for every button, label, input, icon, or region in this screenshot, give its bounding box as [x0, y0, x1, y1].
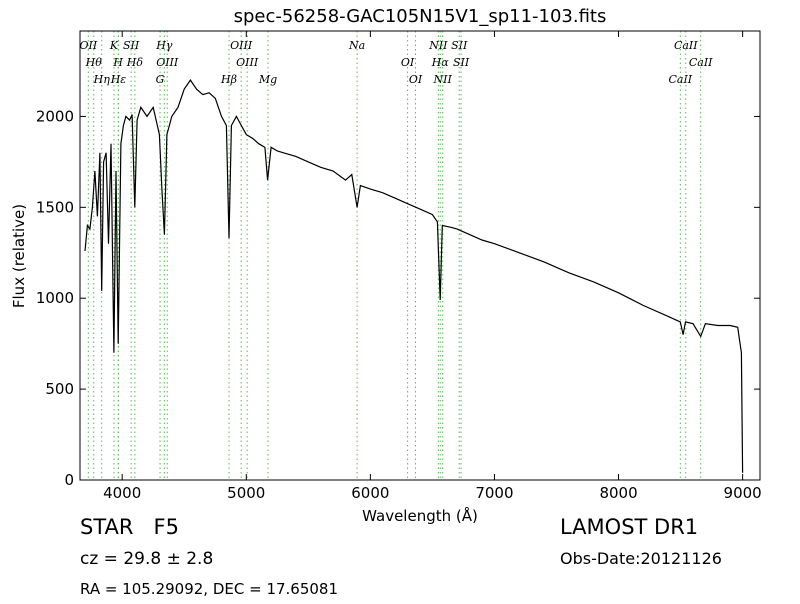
- spectral-line-label: Na: [348, 39, 365, 52]
- spectral-line-label: OII: [79, 39, 97, 52]
- x-tick-label: 9000: [724, 484, 762, 502]
- spectral-line-label: OIII: [230, 39, 253, 52]
- spectral-line-label: CaII: [674, 39, 698, 52]
- y-tick-label: 500: [45, 380, 74, 398]
- spectral-line-label: OIII: [236, 56, 259, 69]
- y-tick-label: 1500: [36, 198, 74, 216]
- spectral-line-label: CaII: [689, 56, 713, 69]
- plot-frame: [79, 30, 761, 481]
- release: LAMOST DR1: [560, 515, 698, 539]
- spectral-line-label: H: [112, 56, 123, 69]
- spectral-line-label: Hε: [110, 73, 127, 86]
- object-class: STAR F5: [80, 515, 179, 539]
- spectral-line-label: CaII: [668, 73, 692, 86]
- spectrum-line: [84, 79, 744, 473]
- spectral-line-label: NII: [433, 73, 453, 86]
- x-tick-label: 8000: [599, 484, 637, 502]
- spectral-line-label: Hα: [431, 56, 450, 69]
- spectral-line-label: OI: [401, 56, 415, 69]
- y-tick-label: 0: [64, 471, 74, 489]
- x-axis-label: Wavelength (Å): [362, 506, 478, 525]
- chart-title: spec-56258-GAC105N15V1_sp11-103.fits: [234, 6, 607, 27]
- spectral-line-label: G: [156, 73, 165, 86]
- redshift: cz = 29.8 ± 2.8: [80, 549, 213, 569]
- spectral-line-label: OI: [409, 73, 423, 86]
- y-axis-label: Flux (relative): [10, 204, 28, 308]
- x-tick-label: 5000: [227, 484, 265, 502]
- spectral-line-label: SII: [453, 56, 470, 69]
- y-tick-label: 1000: [36, 289, 74, 307]
- spectral-line-label: Hθ: [85, 56, 103, 69]
- x-tick-label: 6000: [351, 484, 389, 502]
- y-tick-label: 2000: [36, 107, 74, 125]
- spectral-line-label: Hγ: [155, 39, 173, 52]
- spectral-line-label: Hη: [93, 73, 111, 86]
- coordinates: RA = 105.29092, DEC = 17.65081: [80, 580, 338, 598]
- spectral-line-label: NII: [428, 39, 448, 52]
- x-tick-label: 4000: [103, 484, 141, 502]
- spectral-line-label: Hβ: [220, 73, 237, 86]
- spectral-line-label: OIII: [156, 56, 179, 69]
- spectral-line-label: Mg: [258, 73, 277, 86]
- x-tick-label: 7000: [475, 484, 513, 502]
- spectral-line-label: SII: [451, 39, 468, 52]
- spectral-line-label: Hδ: [126, 56, 144, 69]
- obs-date: Obs-Date:20121126: [560, 549, 722, 568]
- spectral-line-label: SII: [123, 39, 140, 52]
- spectral-line-label: K: [109, 39, 119, 52]
